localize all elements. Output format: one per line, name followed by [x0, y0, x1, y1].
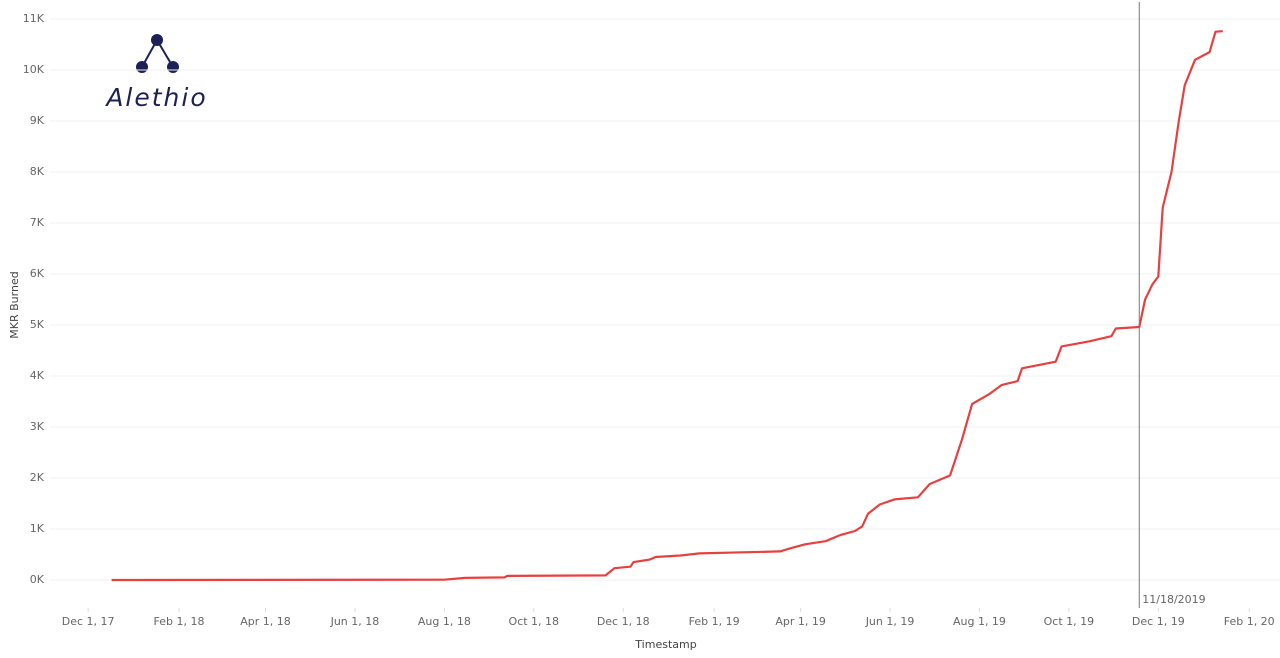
reference-label: 11/18/2019	[1142, 593, 1205, 606]
x-tick-label: Feb 1, 18	[154, 615, 205, 628]
logo-icon	[136, 61, 148, 73]
y-tick-label: 6K	[30, 267, 45, 280]
x-tick-label: Oct 1, 18	[509, 615, 560, 628]
x-axis-label: Timestamp	[634, 638, 696, 651]
y-tick-label: 3K	[30, 420, 45, 433]
y-tick-label: 8K	[30, 165, 45, 178]
x-tick-label: Jun 1, 18	[330, 615, 380, 628]
x-tick-label: Feb 1, 19	[689, 615, 740, 628]
x-tick-label: Apr 1, 18	[240, 615, 291, 628]
x-tick-label: Dec 1, 19	[1132, 615, 1185, 628]
y-tick-label: 10K	[23, 63, 45, 76]
x-tick-label: Aug 1, 18	[418, 615, 471, 628]
y-tick-label: 2K	[30, 471, 45, 484]
x-tick-label: Dec 1, 18	[597, 615, 650, 628]
x-tick-label: Apr 1, 19	[775, 615, 826, 628]
logo-text: Alethio	[104, 83, 207, 112]
x-tick-label: Oct 1, 19	[1044, 615, 1095, 628]
y-tick-label: 11K	[23, 12, 45, 25]
y-tick-label: 7K	[30, 216, 45, 229]
logo-icon	[151, 34, 163, 46]
y-tick-label: 1K	[30, 522, 45, 535]
x-tick-label: Feb 1, 20	[1224, 615, 1275, 628]
line-series	[111, 30, 1223, 582]
y-tick-label: 5K	[30, 318, 45, 331]
y-tick-label: 0K	[30, 573, 45, 586]
logo-icon	[167, 61, 179, 73]
y-tick-label: 9K	[30, 114, 45, 127]
x-tick-label: Jun 1, 19	[865, 615, 915, 628]
y-axis-label: MKR Burned	[8, 271, 21, 338]
x-tick-label: Dec 1, 17	[62, 615, 115, 628]
grid	[50, 18, 1280, 581]
x-tick-label: Aug 1, 19	[953, 615, 1006, 628]
y-tick-label: 4K	[30, 369, 45, 382]
logo: Alethio	[104, 34, 207, 112]
